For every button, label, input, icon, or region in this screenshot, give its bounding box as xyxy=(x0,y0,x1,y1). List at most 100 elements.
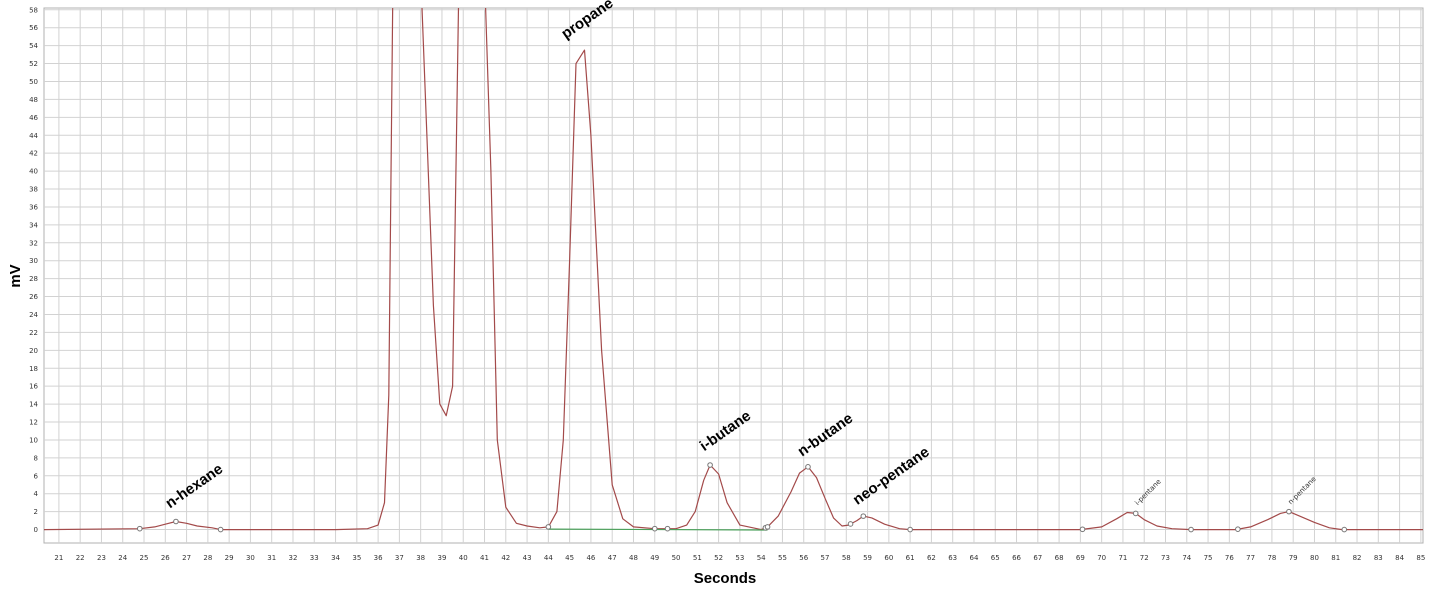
y-tick-label: 48 xyxy=(29,96,38,104)
x-tick-label: 25 xyxy=(140,554,149,562)
x-tick-label: 34 xyxy=(331,554,340,562)
x-tick-label: 84 xyxy=(1395,554,1404,562)
x-tick-label: 22 xyxy=(76,554,85,562)
y-tick-label: 6 xyxy=(34,472,39,480)
y-tick-label: 26 xyxy=(29,293,38,301)
x-tick-label: 83 xyxy=(1374,554,1383,562)
x-tick-label: 35 xyxy=(352,554,361,562)
y-tick-label: 20 xyxy=(29,347,38,355)
y-tick-label: 14 xyxy=(29,401,38,409)
y-tick-label: 28 xyxy=(29,275,38,283)
x-tick-label: 51 xyxy=(693,554,702,562)
x-tick-label: 27 xyxy=(182,554,191,562)
y-tick-label: 40 xyxy=(29,168,38,176)
x-tick-label: 62 xyxy=(927,554,936,562)
x-tick-label: 72 xyxy=(1140,554,1149,562)
peak-marker xyxy=(805,464,811,470)
x-tick-label: 69 xyxy=(1076,554,1085,562)
series-line xyxy=(548,528,768,531)
x-tick-label: 42 xyxy=(501,554,510,562)
peak-marker xyxy=(173,518,179,525)
y-tick-label: 56 xyxy=(29,24,38,32)
marker-group xyxy=(136,462,1348,533)
y-tick-label: 30 xyxy=(29,257,38,265)
x-tick-label: 71 xyxy=(1118,554,1127,562)
y-tick-label: 44 xyxy=(29,132,38,140)
y-tick-label: 10 xyxy=(29,436,38,444)
x-tick-label: 61 xyxy=(906,554,915,562)
x-tick-label: 39 xyxy=(437,554,446,562)
x-tick-label: 67 xyxy=(1033,554,1042,562)
x-tick-label: 52 xyxy=(714,554,723,562)
y-tick-label: 36 xyxy=(29,203,38,211)
x-tick-label: 48 xyxy=(629,554,638,562)
x-tick-label: 85 xyxy=(1416,554,1425,562)
y-tick-label: 12 xyxy=(29,419,38,427)
x-tick-label: 45 xyxy=(565,554,574,562)
y-tick-labels: 0246810121416182022242628303234363840424… xyxy=(29,6,38,534)
y-tick-label: 22 xyxy=(29,329,38,337)
x-tick-label: 57 xyxy=(821,554,830,562)
y-tick-label: 54 xyxy=(29,42,38,50)
x-tick-label: 74 xyxy=(1182,554,1191,562)
peak-marker xyxy=(1132,510,1139,517)
x-tick-label: 80 xyxy=(1310,554,1319,562)
x-tick-label: 21 xyxy=(54,554,63,562)
y-tick-label: 0 xyxy=(34,526,38,534)
y-axis-title: mV xyxy=(7,264,24,287)
x-tick-label: 50 xyxy=(672,554,681,562)
y-tick-label: 46 xyxy=(29,114,38,122)
y-tick-label: 34 xyxy=(29,221,38,229)
x-tick-label: 26 xyxy=(161,554,170,562)
x-tick-label: 41 xyxy=(480,554,489,562)
x-tick-label: 56 xyxy=(799,554,808,562)
x-tick-label: 60 xyxy=(884,554,893,562)
x-tick-label: 73 xyxy=(1161,554,1170,562)
x-tick-label: 55 xyxy=(778,554,787,562)
y-tick-label: 50 xyxy=(29,78,38,86)
x-tick-label: 68 xyxy=(1055,554,1064,562)
x-tick-label: 28 xyxy=(203,554,212,562)
x-tick-label: 77 xyxy=(1246,554,1255,562)
x-tick-label: 33 xyxy=(310,554,319,562)
peak-marker xyxy=(217,526,224,533)
x-tick-label: 82 xyxy=(1353,554,1362,562)
y-tick-label: 42 xyxy=(29,150,38,158)
peak-marker xyxy=(136,525,143,532)
x-tick-label: 70 xyxy=(1097,554,1106,562)
x-tick-label: 54 xyxy=(757,554,766,562)
x-tick-label: 29 xyxy=(225,554,234,562)
peak-marker xyxy=(1235,526,1241,532)
peak-marker xyxy=(664,525,671,532)
y-tick-label: 2 xyxy=(34,508,38,516)
x-tick-label: 63 xyxy=(948,554,957,562)
y-tick-label: 4 xyxy=(34,490,39,498)
x-tick-label: 66 xyxy=(1012,554,1021,562)
x-tick-label: 36 xyxy=(374,554,383,562)
peak-marker xyxy=(907,526,913,533)
x-tick-label: 76 xyxy=(1225,554,1234,562)
x-tick-label: 59 xyxy=(863,554,872,562)
x-tick-label: 65 xyxy=(991,554,1000,562)
x-tick-label: 43 xyxy=(523,554,532,562)
peak-marker xyxy=(1286,508,1292,515)
y-tick-label: 32 xyxy=(29,239,38,247)
x-axis-title: Seconds xyxy=(694,570,757,587)
x-tick-label: 47 xyxy=(608,554,617,562)
y-tick-label: 24 xyxy=(29,311,38,319)
y-tick-label: 16 xyxy=(29,383,38,391)
plot-background xyxy=(43,7,1424,544)
y-tick-label: 38 xyxy=(29,186,38,194)
x-tick-label: 23 xyxy=(97,554,106,562)
x-tick-label: 58 xyxy=(842,554,851,562)
x-tick-label: 30 xyxy=(246,554,255,562)
peak-marker xyxy=(764,524,771,530)
y-tick-label: 58 xyxy=(29,6,38,14)
x-tick-labels: 21 22 23 24 25 26 27 28 29 30 31 32 33 34 35 36 37 38 39 40… xyxy=(54,554,1425,562)
x-tick-label: 53 xyxy=(735,554,744,562)
peak-marker xyxy=(847,521,854,527)
x-tick-label: 49 xyxy=(650,554,659,562)
x-tick-label: 81 xyxy=(1331,554,1340,562)
peak-marker xyxy=(1079,526,1086,533)
